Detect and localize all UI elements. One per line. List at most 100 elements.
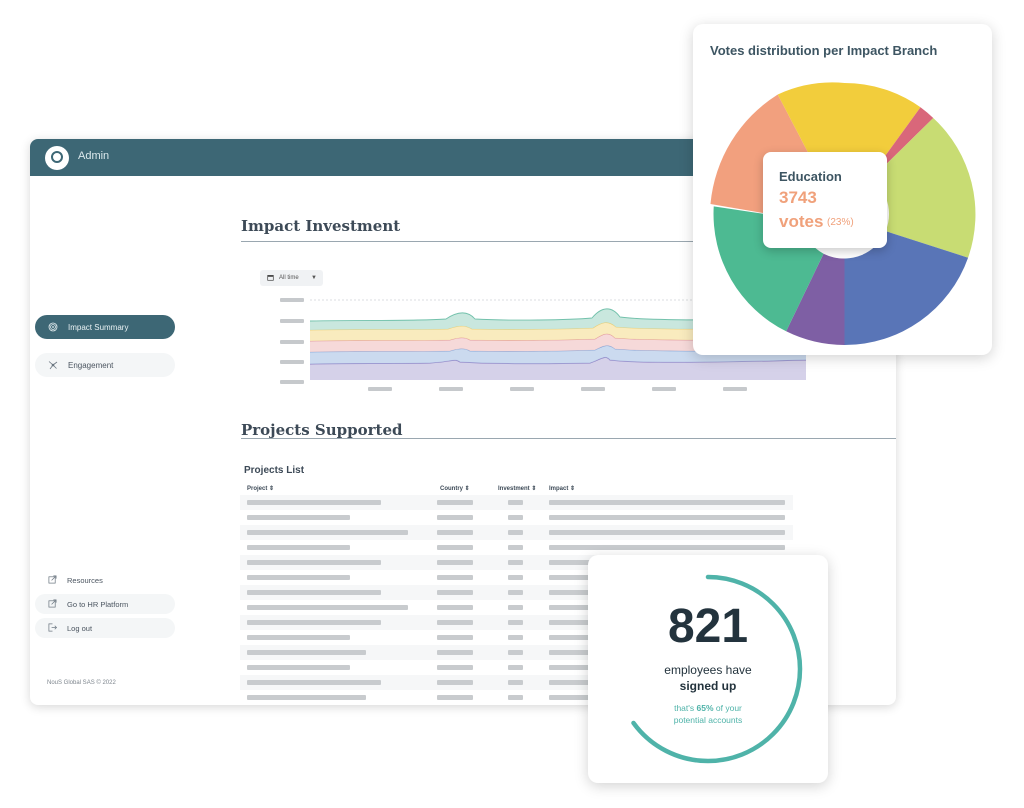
external-link-icon [47,599,57,609]
table-row[interactable] [240,540,793,555]
cell-placeholder [508,590,523,595]
link-label: Go to HR Platform [67,599,129,609]
cell-placeholder [508,695,523,700]
signup-progress-ring [613,574,803,764]
cell-placeholder [549,530,785,535]
cell-placeholder [247,575,350,580]
hr-platform-link[interactable]: Go to HR Platform [35,594,175,614]
votes-distribution-card: Votes distribution per Impact Branch Edu… [693,24,992,355]
signed-up-caption: signed up [679,679,737,693]
y-axis-label [280,340,304,344]
potential-accounts-caption: potential accounts [673,715,743,725]
impact-area-chart [310,299,806,380]
sidebar-item-engagement[interactable]: Engagement [35,353,175,377]
table-row[interactable] [240,525,793,540]
cell-placeholder [247,500,381,505]
cell-placeholder [437,545,473,550]
cell-placeholder [247,590,381,595]
tooltip-label: Education [779,169,842,184]
y-axis-label [280,360,304,364]
progress-arc [613,574,803,764]
column-header-country[interactable]: Country ⇕ [440,486,470,492]
cell-placeholder [247,650,366,655]
percent-suffix: of your [715,703,742,713]
x-axis-label [581,387,605,391]
column-header-impact[interactable]: Impact ⇕ [549,486,576,492]
cell-placeholder [437,500,473,505]
cell-placeholder [437,680,473,685]
cell-placeholder [508,650,523,655]
cell-placeholder [549,515,785,520]
cell-placeholder [508,500,523,505]
cell-placeholder [437,530,473,535]
donut-tooltip: Education 3743 votes (23%) [763,152,887,248]
donut-slice-purple[interactable] [786,253,845,345]
cell-placeholder [549,500,785,505]
cell-placeholder [508,680,523,685]
cell-placeholder [437,650,473,655]
employee-count: 821 [667,600,749,653]
x-axis-label [510,387,534,391]
sidebar-item-label: Engagement [68,360,114,370]
logo[interactable] [45,146,69,170]
network-icon [48,360,58,370]
logout-icon [47,623,57,633]
divider [241,241,896,242]
calendar-icon [267,274,274,283]
cell-placeholder [437,575,473,580]
cell-placeholder [437,695,473,700]
cell-placeholder [437,635,473,640]
projects-list-title: Projects List [244,465,305,476]
resources-link[interactable]: Resources [35,570,175,590]
column-header-project[interactable]: Project ⇕ [247,486,275,492]
time-range-select[interactable]: All time ▼ [260,270,323,286]
cell-placeholder [437,665,473,670]
column-header-investment[interactable]: Investment ⇕ [498,486,537,492]
percent-caption: that's 65% of your [588,703,828,713]
table-row[interactable] [240,510,793,525]
cell-placeholder [508,530,523,535]
cell-placeholder [508,545,523,550]
cell-placeholder [437,515,473,520]
cell-placeholder [247,605,408,610]
sidebar-item-impact-summary[interactable]: Impact Summary [35,315,175,339]
projects-supported-title: Projects Supported [241,421,403,439]
divider [241,438,896,439]
cell-placeholder [247,620,381,625]
tooltip-percent: (23%) [827,217,854,228]
donut-slice-lime[interactable] [871,118,976,258]
cell-placeholder [247,635,350,640]
external-link-icon [47,575,57,585]
donut-slice-blue[interactable] [844,230,969,346]
cell-placeholder [508,515,523,520]
logout-link[interactable]: Log out [35,618,175,638]
cell-placeholder [437,620,473,625]
app-title: Admin [78,150,110,162]
fingerprint-icon [48,322,58,332]
cell-placeholder [508,575,523,580]
cell-placeholder [247,560,381,565]
cell-placeholder [437,605,473,610]
table-row[interactable] [240,495,793,510]
percent-value: 65% [696,703,714,713]
cell-placeholder [508,665,523,670]
cell-placeholder [437,590,473,595]
cell-placeholder [437,560,473,565]
impact-investment-title: Impact Investment [241,217,401,235]
cell-placeholder [508,620,523,625]
cell-placeholder [508,605,523,610]
percent-prefix: that's [674,703,695,713]
cell-placeholder [549,545,785,550]
tooltip-unit: votes [779,212,824,231]
y-axis-label [280,319,304,323]
cell-placeholder [247,695,366,700]
x-axis-label [652,387,676,391]
y-axis-label [280,298,304,302]
sidebar-item-label: Impact Summary [68,322,129,332]
cell-placeholder [508,635,523,640]
y-axis-label [280,380,304,384]
x-axis-label [368,387,392,391]
employees-caption: employees have [664,663,752,677]
x-axis-label [439,387,463,391]
cell-placeholder [247,665,350,670]
